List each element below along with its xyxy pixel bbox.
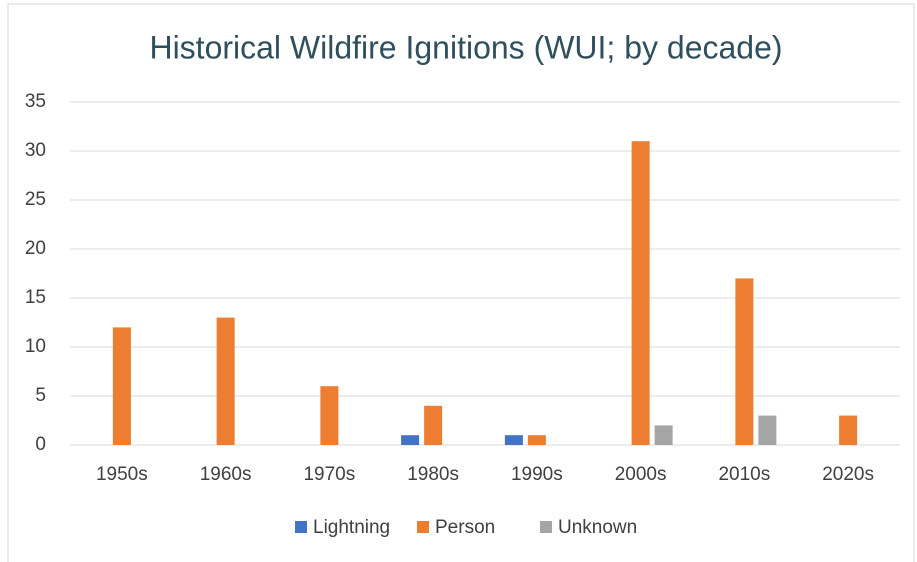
chart-title: Historical Wildfire Ignitions (WUI; by d… [149, 29, 782, 65]
bar [654, 425, 673, 445]
bar [527, 435, 546, 445]
legend-swatch [417, 521, 429, 533]
y-tick-label: 30 [25, 140, 46, 161]
legend-label: Lightning [313, 517, 390, 538]
y-tick-label: 25 [25, 189, 46, 210]
bar [758, 415, 777, 445]
bar [839, 415, 858, 445]
bar [631, 141, 650, 445]
bar [735, 278, 754, 445]
bar [320, 386, 339, 445]
bar [504, 435, 523, 445]
y-tick-label: 15 [25, 287, 46, 308]
bar [424, 405, 443, 445]
legend-label: Person [435, 517, 495, 538]
y-tick-label: 5 [35, 385, 46, 406]
bar [112, 327, 131, 445]
chart-border [7, 3, 915, 562]
legend-swatch [295, 521, 307, 533]
x-tick-label: 1990s [511, 464, 563, 485]
legend-label: Unknown [558, 517, 637, 538]
bar [216, 317, 235, 445]
x-tick-label: 1950s [96, 464, 148, 485]
x-tick-label: 2010s [718, 464, 770, 485]
y-tick-label: 35 [25, 91, 46, 112]
x-tick-label: 2000s [615, 464, 667, 485]
x-tick-label: 1980s [407, 464, 459, 485]
x-tick-label: 1970s [303, 464, 355, 485]
bar [401, 435, 420, 445]
x-tick-label: 2020s [822, 464, 874, 485]
y-tick-label: 10 [25, 336, 46, 357]
x-tick-label: 1960s [200, 464, 252, 485]
legend-swatch [540, 521, 552, 533]
y-tick-label: 20 [25, 238, 46, 259]
y-tick-label: 0 [35, 434, 46, 455]
